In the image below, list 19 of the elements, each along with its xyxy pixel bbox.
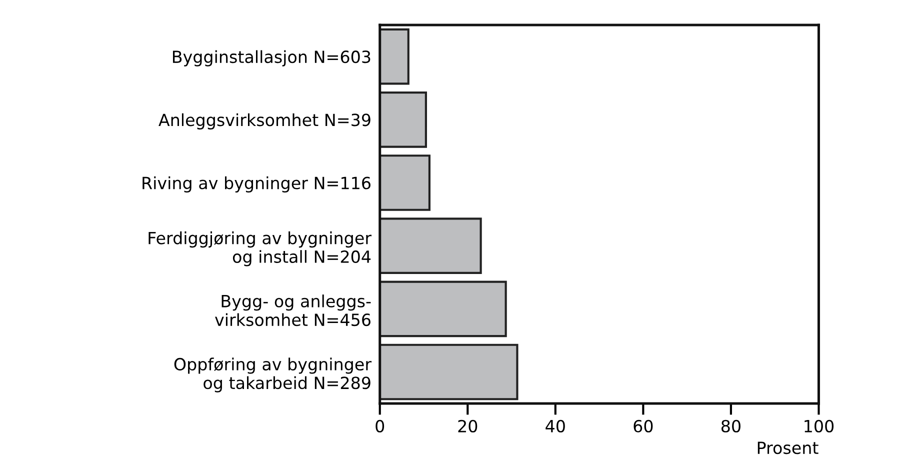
x-tick-label: 60 — [634, 420, 653, 432]
y-tick-label: Riving av bygninger N=116 — [142, 176, 370, 193]
y-tick-label: Bygginstallasjon N=603 — [172, 50, 370, 66]
x-tick-label: 40 — [546, 420, 565, 432]
bar — [380, 218, 482, 274]
x-tick-label: 20 — [458, 420, 478, 432]
y-tick-label: Ferdiggjøring av bygninger og install N=204 — [148, 231, 372, 266]
bar — [380, 154, 430, 211]
x-tick-label: 0 — [376, 420, 384, 432]
bar — [380, 280, 507, 338]
bar — [380, 91, 427, 148]
y-tick-label: Oppføring av bygninger og takarbeid N=289 — [174, 358, 372, 392]
bar — [380, 344, 518, 400]
x-tick-label: 80 — [721, 420, 740, 432]
x-tick-label: 100 — [804, 420, 834, 432]
x-axis-title: Prosent — [758, 442, 818, 454]
bar — [380, 28, 410, 85]
y-tick-label: Anleggsvirksomhet N=39 — [158, 113, 370, 130]
y-tick-label: Bygg- og anleggs- virksomhet N=456 — [215, 294, 371, 326]
